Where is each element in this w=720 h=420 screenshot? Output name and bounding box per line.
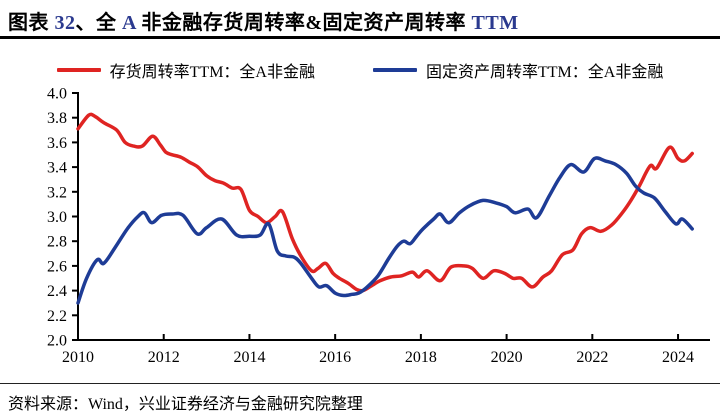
- figure-title-part: 32: [54, 12, 76, 34]
- y-tick-label: 3.2: [47, 184, 67, 201]
- y-tick-label: 2.0: [47, 333, 67, 350]
- x-tick-label: 2016: [319, 349, 351, 366]
- y-tick-label: 4.0: [47, 86, 67, 103]
- axes: [77, 92, 710, 341]
- legend-line-swatch: [56, 68, 101, 72]
- figure-title-part: 、全: [75, 12, 122, 34]
- figure-title-part: 非金融存货周转率&固定资产周转率: [135, 12, 472, 34]
- x-axis-ticks: [77, 334, 680, 340]
- title-rule: [0, 36, 720, 39]
- figure-title-part: TTM: [471, 12, 519, 34]
- legend-label: 固定资产周转率TTM：全A非金融: [426, 64, 664, 81]
- legend-label: 存货周转率TTM：全A非金融: [109, 64, 315, 81]
- figure-title: 图表 32、全 A 非金融存货周转率&固定资产周转率 TTM: [8, 6, 519, 35]
- y-tick-label: 3.4: [47, 160, 67, 177]
- y-tick-label: 2.8: [47, 234, 67, 251]
- y-axis-labels: 4.0 3.8 3.6 3.4 3.2 3.0 2.8 2.6 2.4 2.2 2.0: [47, 86, 67, 350]
- chart-legend: 存货周转率TTM：全A非金融 固定资产周转率TTM：全A非金融: [0, 58, 720, 82]
- figure-title-part: 图表: [8, 12, 55, 34]
- x-tick-label: 2020: [491, 349, 523, 366]
- legend-item: 固定资产周转率TTM：全A非金融: [373, 58, 663, 82]
- legend-line-swatch: [373, 68, 417, 72]
- figure-title-part: A: [122, 12, 136, 34]
- x-tick-label: 2014: [233, 349, 265, 366]
- y-tick-label: 3.6: [47, 135, 67, 152]
- y-tick-label: 2.6: [47, 258, 67, 275]
- x-tick-label: 2024: [662, 349, 694, 366]
- x-axis-labels: 2010 2012 2014 2016 2018 2020 2022 2024: [62, 349, 694, 366]
- y-tick-label: 3.0: [47, 209, 67, 226]
- series-fixed-asset-turnover-line: [76, 156, 694, 305]
- source-note-text: 资料来源：Wind，兴业证券经济与金融研究院整理: [8, 396, 363, 413]
- x-tick-label: 2022: [576, 349, 608, 366]
- source-note: 资料来源：Wind，兴业证券经济与金融研究院整理: [0, 383, 720, 414]
- legend-item: 存货周转率TTM：全A非金融: [56, 58, 315, 82]
- x-tick-label: 2010: [62, 349, 94, 366]
- y-tick-label: 3.8: [47, 110, 67, 127]
- y-tick-label: 2.2: [47, 308, 67, 325]
- x-tick-label: 2012: [148, 349, 180, 366]
- y-tick-label: 2.4: [47, 283, 67, 300]
- x-tick-label: 2018: [405, 349, 437, 366]
